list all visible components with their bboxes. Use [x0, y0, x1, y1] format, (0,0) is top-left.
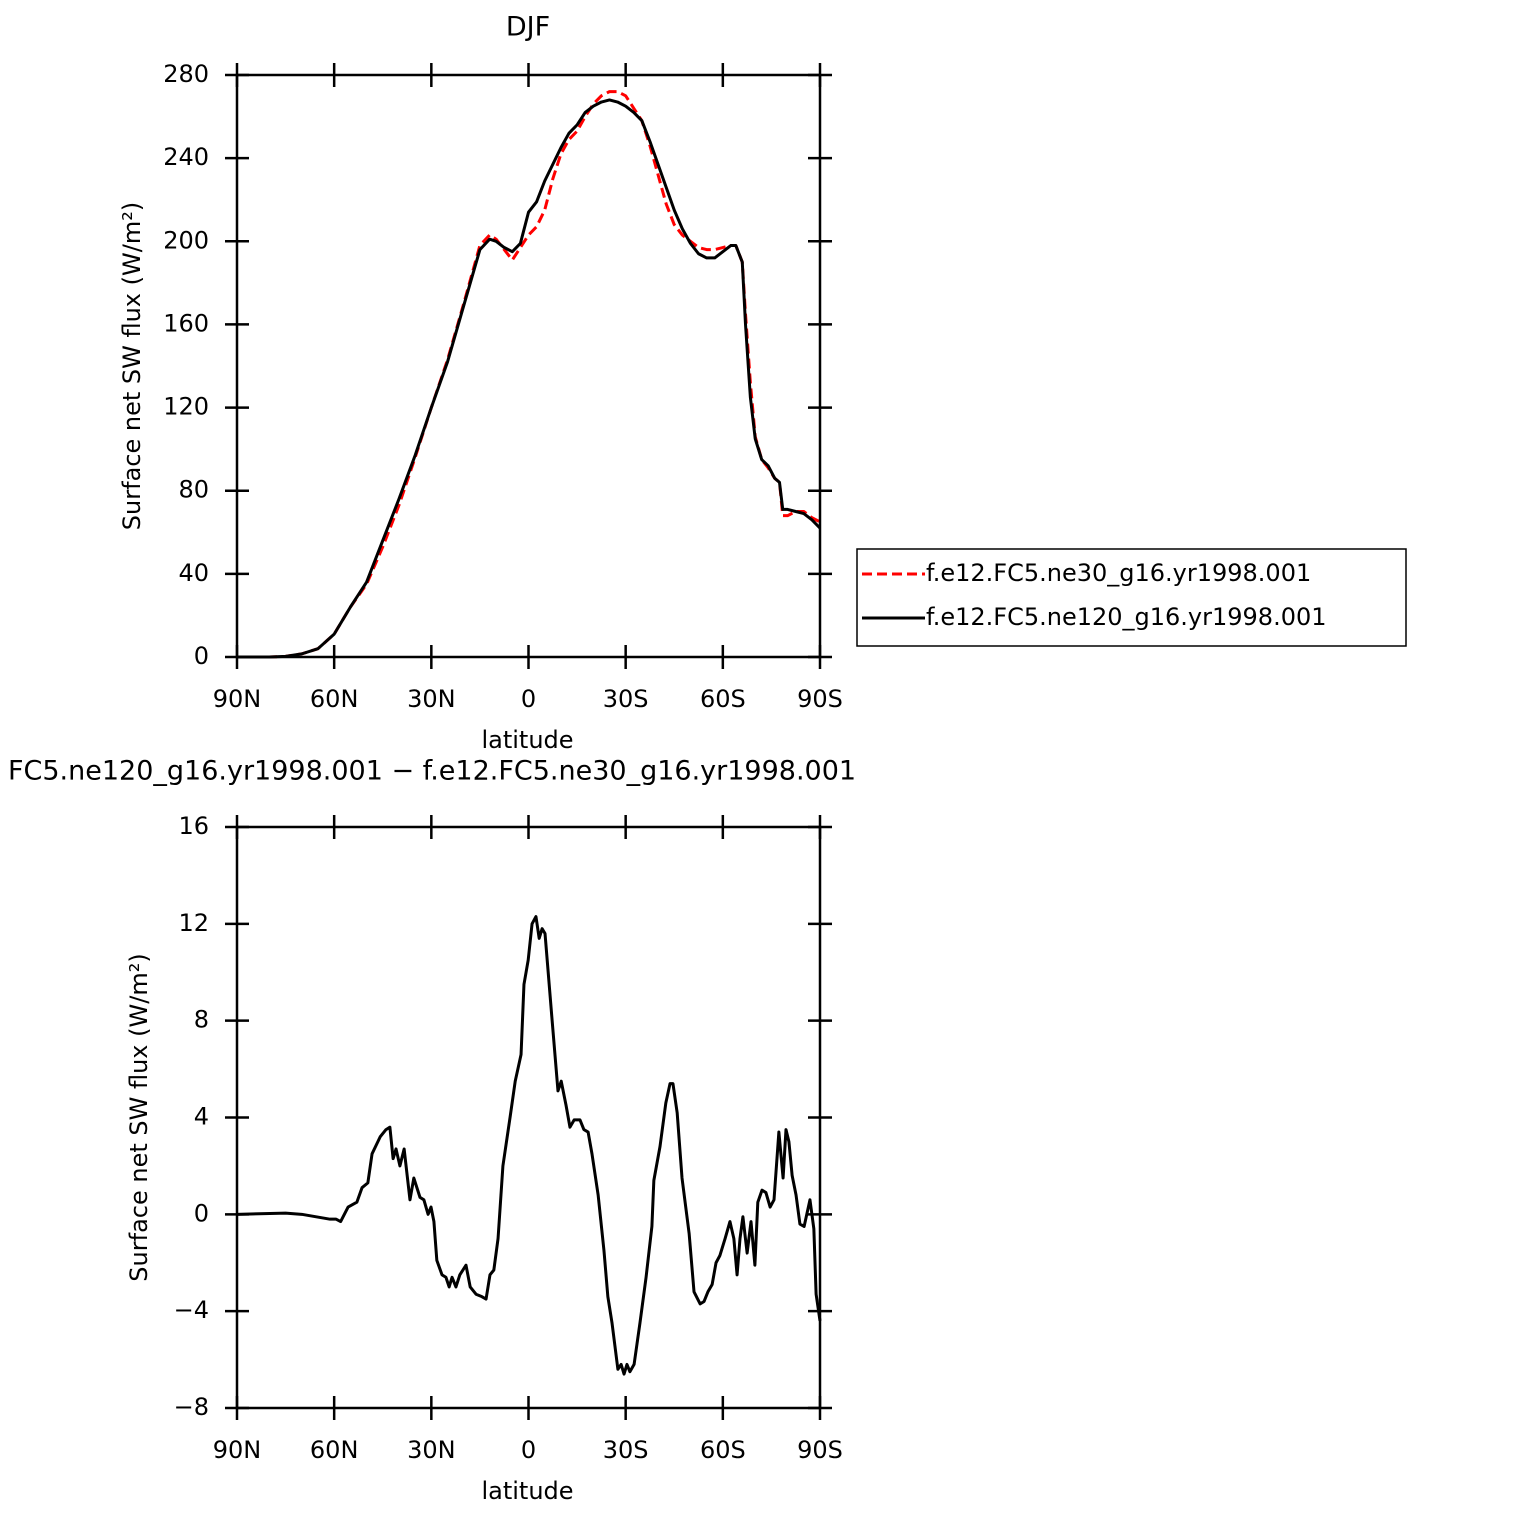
x-axis-label: latitude: [481, 1477, 573, 1505]
x-tick-label: 30S: [603, 685, 649, 713]
chart-title: DJF: [506, 12, 550, 43]
y-tick-label: 8: [194, 1006, 209, 1034]
x-tick-label: 60N: [310, 685, 359, 713]
x-tick-label: 30N: [407, 1436, 456, 1464]
legend-label: f.e12.FC5.ne120_g16.yr1998.001: [926, 603, 1327, 631]
x-tick-label: 90S: [797, 1436, 843, 1464]
x-tick-label: 30S: [603, 1436, 649, 1464]
y-tick-label: −8: [174, 1393, 209, 1421]
y-tick-label: 0: [194, 1199, 209, 1227]
y-axis-label: Surface net SW flux (W/m²): [118, 202, 146, 530]
chart-title: FC5.ne120_g16.yr1998.001 − f.e12.FC5.ne3…: [8, 756, 856, 787]
y-tick-label: 0: [194, 642, 209, 670]
y-tick-label: 240: [163, 143, 209, 171]
y-tick-label: 4: [194, 1103, 209, 1131]
y-tick-label: 80: [178, 476, 209, 504]
x-tick-label: 90N: [213, 685, 262, 713]
y-tick-label: 280: [163, 60, 209, 88]
x-tick-label: 60S: [700, 1436, 746, 1464]
data-line: [237, 90, 821, 659]
data-line: [236, 915, 822, 1376]
y-axis-label: Surface net SW flux (W/m²): [125, 953, 153, 1281]
y-tick-label: 12: [178, 909, 209, 937]
legend-label: f.e12.FC5.ne30_g16.yr1998.001: [926, 559, 1311, 587]
x-axis-label: latitude: [481, 726, 573, 754]
y-tick-label: −4: [174, 1296, 209, 1324]
y-tick-label: 40: [178, 559, 209, 587]
y-tick-label: 200: [163, 226, 209, 254]
plot-frame: [235, 73, 822, 659]
x-tick-label: 90N: [213, 1436, 262, 1464]
x-tick-label: 90S: [797, 685, 843, 713]
y-tick-label: 16: [178, 812, 209, 840]
x-tick-label: 60S: [700, 685, 746, 713]
x-tick-label: 60N: [310, 1436, 359, 1464]
legend-box: [856, 548, 1407, 647]
plot-frame: [235, 825, 822, 1410]
x-tick-label: 30N: [407, 685, 456, 713]
y-tick-label: 160: [163, 309, 209, 337]
x-tick-label: 0: [521, 685, 536, 713]
y-tick-label: 120: [163, 393, 209, 421]
data-line: [237, 98, 822, 659]
x-tick-label: 0: [521, 1436, 536, 1464]
